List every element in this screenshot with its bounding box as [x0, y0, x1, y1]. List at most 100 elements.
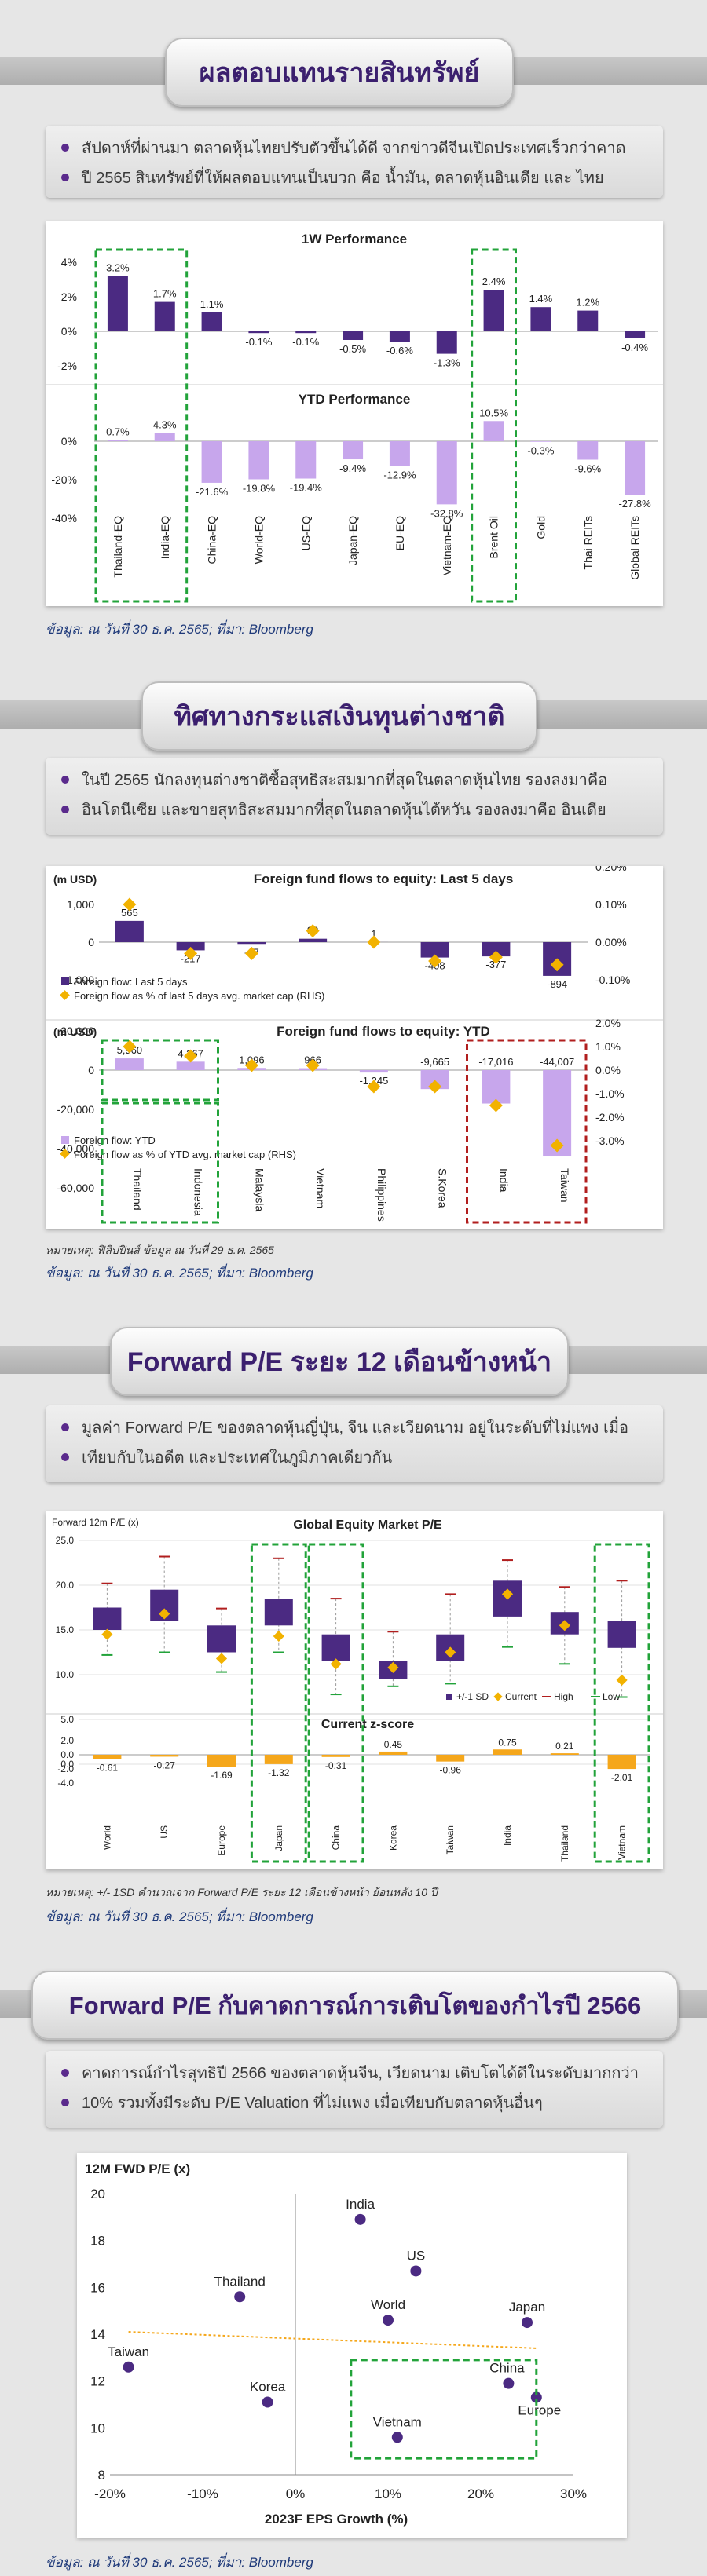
x-tick-label: India	[502, 1825, 513, 1846]
scatter-point	[410, 2265, 422, 2277]
x-tick-label: Thailand-EQ	[112, 516, 124, 578]
x-tick-label: World	[101, 1825, 112, 1850]
bar	[264, 1755, 293, 1764]
x-tick-label: Global REITs	[628, 516, 641, 580]
bar	[530, 307, 551, 331]
point-label: India	[346, 2197, 375, 2212]
bar	[176, 1061, 205, 1070]
x-tick-label: Indonesia	[192, 1168, 205, 1216]
highlight-box	[307, 1543, 364, 1863]
x-tick-label: 0%	[286, 2486, 306, 2501]
trendline	[128, 2331, 537, 2349]
x-tick-label: Japan-EQ	[346, 516, 359, 565]
y2-tick-label: -3.0%	[595, 1135, 625, 1147]
legend-label: High	[554, 1691, 573, 1702]
data-label: 565	[121, 907, 138, 919]
bar	[154, 301, 175, 331]
data-label: -0.5%	[339, 343, 366, 355]
y-tick-label: 10	[90, 2421, 105, 2435]
data-label: -12.9%	[383, 470, 416, 481]
bar	[625, 331, 646, 338]
x-tick-label: Thai REITs	[581, 516, 594, 569]
bar	[248, 331, 269, 334]
x-tick-label: EU-EQ	[394, 516, 406, 550]
legend-swatch	[493, 1692, 503, 1701]
bar	[436, 1755, 465, 1762]
bar	[493, 1749, 522, 1755]
point-label: Korea	[250, 2380, 286, 2395]
highlight-box	[250, 1543, 307, 1863]
data-label: -19.4%	[290, 482, 323, 494]
highlight-box	[466, 1039, 588, 1224]
point-label: US	[407, 2248, 426, 2263]
bar	[577, 441, 599, 460]
data-label: 2.4%	[482, 276, 506, 287]
rhs-marker	[550, 1138, 564, 1153]
x-tick-label: Gold	[534, 516, 547, 539]
data-label: -2.01	[611, 1772, 633, 1783]
highlight-box	[101, 1102, 219, 1224]
chart-title: 1W Performance	[302, 232, 407, 247]
y2-tick-label: -1.0%	[595, 1087, 625, 1100]
data-label: -21.6%	[196, 486, 229, 498]
sd-box	[93, 1607, 122, 1630]
x-tick-label: China-EQ	[206, 516, 218, 565]
bar	[295, 331, 317, 334]
bar	[550, 1753, 579, 1755]
bar	[482, 942, 511, 957]
current-marker	[387, 1661, 399, 1673]
x-tick-label: Vietnam-EQ	[441, 516, 453, 575]
y-tick-label: -4.0	[57, 1778, 74, 1789]
data-label: -19.8%	[243, 483, 276, 495]
scatter-point	[522, 2317, 533, 2329]
highlight-box	[593, 1543, 650, 1863]
bar	[321, 1755, 350, 1757]
bar	[299, 938, 328, 942]
x-tick-label: World-EQ	[252, 516, 265, 564]
legend-swatch	[446, 1694, 452, 1700]
section-2-title: ทิศทางกระแสเงินทุนต่างชาติ	[141, 681, 537, 751]
y-tick-label: 18	[90, 2234, 105, 2249]
bar	[176, 942, 205, 951]
y2-tick-label: 0.20%	[595, 866, 627, 873]
x-tick-label: Japan	[273, 1825, 284, 1851]
data-label: -9,665	[420, 1056, 449, 1068]
y-tick-label: 16	[90, 2280, 105, 2295]
y-tick-label: 1,000	[67, 898, 94, 911]
data-label: -17,016	[478, 1056, 513, 1068]
bullet: ในปี 2565 นักลงทุนต่างชาติซื้อสุทธิสะสมม…	[58, 765, 647, 795]
y-tick-label: -40%	[51, 512, 77, 524]
bar	[295, 441, 317, 479]
bar	[389, 331, 410, 342]
section-3-source: ข้อมูล: ณ วันที่ 30 ธ.ค. 2565; ที่มา: Bl…	[46, 1909, 313, 1924]
bullet-continued: อินโดนีเซีย และขายสุทธิสะสมมากที่สุดในตล…	[58, 795, 647, 825]
x-tick-label: Brent Oil	[488, 516, 500, 558]
sd-box	[321, 1634, 350, 1661]
y-tick-label: -2%	[57, 360, 77, 372]
rhs-marker	[550, 958, 564, 972]
sd-box	[207, 1625, 236, 1653]
y2-tick-label: 0.10%	[595, 898, 627, 911]
data-label: 1.1%	[200, 298, 224, 310]
legend-label: +/-1 SD	[456, 1691, 489, 1702]
point-label: Japan	[509, 2300, 545, 2315]
bar	[389, 441, 410, 466]
bar	[625, 441, 646, 495]
bar	[154, 433, 175, 441]
chart-title: Foreign fund flows to equity: YTD	[277, 1024, 490, 1039]
highlight-box	[101, 1039, 219, 1102]
legend-label: Foreign flow as % of YTD avg. market cap…	[74, 1149, 296, 1160]
bullet-continued: เทียบกับในอดีต และประเทศในภูมิภาคเดียวกั…	[58, 1443, 647, 1473]
bullet: มูลค่า Forward P/E ของตลาดหุ้นญี่ปุ่น, จ…	[58, 1413, 647, 1443]
scatter-point	[530, 2391, 542, 2403]
scatter-point	[123, 2361, 134, 2373]
y-tick-label: 15.0	[56, 1624, 75, 1635]
section-4-title: Forward P/E กับคาดการณ์การเติบโตของกำไรป…	[31, 1971, 679, 2040]
chart-background	[46, 221, 663, 606]
legend-label: Foreign flow: Last 5 days	[74, 976, 188, 988]
point-label: World	[371, 2297, 405, 2312]
y-tick-label: 0	[88, 936, 94, 948]
y-tick-label: 2.0	[60, 1735, 74, 1746]
scatter-point	[391, 2432, 403, 2443]
bar	[436, 331, 457, 354]
